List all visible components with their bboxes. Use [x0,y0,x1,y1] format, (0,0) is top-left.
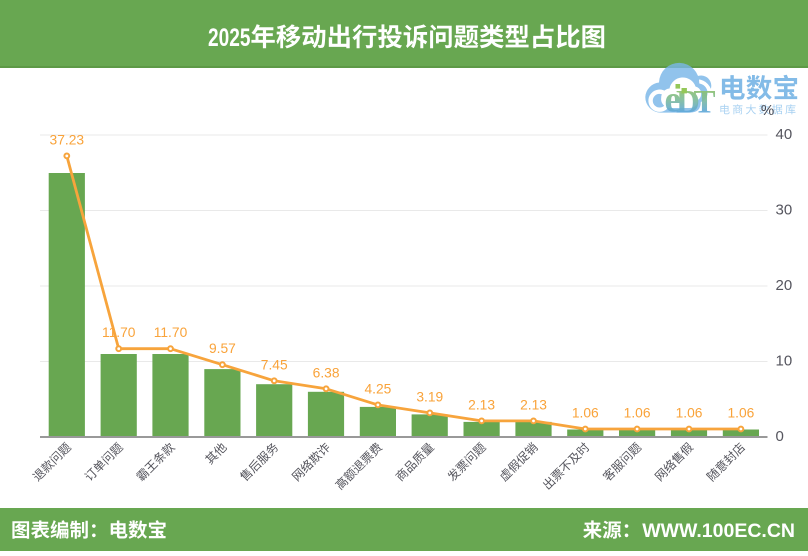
svg-text:2.13: 2.13 [468,397,495,412]
svg-text:20: 20 [776,277,793,294]
svg-text:11.70: 11.70 [154,325,188,340]
svg-text:1.06: 1.06 [624,406,651,421]
svg-text:6.38: 6.38 [313,365,340,380]
svg-text:9.57: 9.57 [209,341,236,356]
svg-text:1.06: 1.06 [676,406,703,421]
svg-text:e: e [665,80,681,121]
svg-text:WWW.100EC.CN: WWW.100EC.CN [642,520,795,542]
svg-text:30: 30 [776,201,793,218]
svg-text:40: 40 [776,126,793,143]
svg-text:0: 0 [776,428,784,445]
svg-text:T: T [694,85,716,121]
svg-text:2.13: 2.13 [520,397,547,412]
svg-text:7.45: 7.45 [261,357,288,372]
svg-text:11.70: 11.70 [102,325,136,340]
svg-text:D: D [676,85,700,121]
svg-text:%: % [761,102,774,119]
svg-text:2025: 2025 [208,23,250,51]
svg-text:3.19: 3.19 [416,389,443,404]
svg-text:1.06: 1.06 [727,406,754,421]
svg-text:1.06: 1.06 [572,406,599,421]
svg-text:37.23: 37.23 [50,132,85,147]
svg-text:10: 10 [776,352,793,369]
svg-text:4.25: 4.25 [364,381,391,396]
